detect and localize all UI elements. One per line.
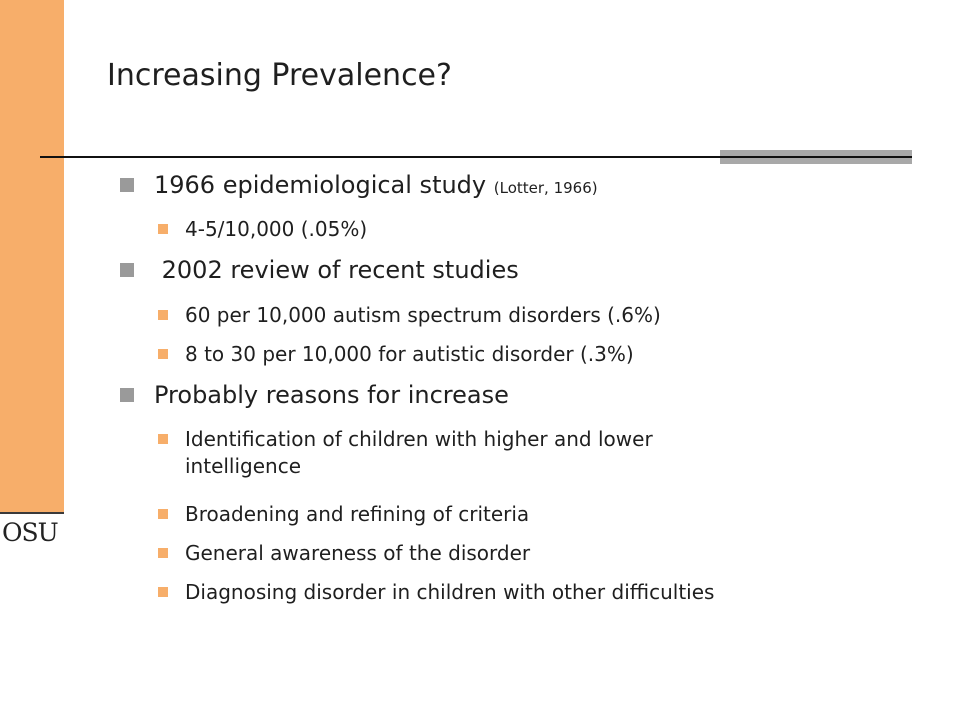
sub-bullet-square-icon — [158, 509, 168, 519]
bullet-text: 1966 epidemiological study (Lotter, 1966… — [154, 171, 598, 199]
bullet-text: 2002 review of recent studies — [154, 256, 519, 284]
sub-bullet-square-icon — [158, 587, 168, 597]
osu-logo: OSU — [2, 518, 59, 547]
bullet-square-icon — [120, 178, 134, 192]
left-accent-bar — [0, 0, 64, 512]
title-divider — [40, 156, 912, 158]
sub-bullet-text: 8 to 30 per 10,000 for autistic disorder… — [185, 342, 634, 366]
sub-bullet-square-icon — [158, 349, 168, 359]
sub-bullet-text: 60 per 10,000 autism spectrum disorders … — [185, 303, 661, 327]
sub-bullet-square-icon — [158, 310, 168, 320]
sub-bullet-square-icon — [158, 434, 168, 444]
sub-bullet-text: General awareness of the disorder — [185, 541, 531, 565]
sub-bullet-text: Identification of children with higher a… — [185, 427, 653, 478]
sub-bullet-text: Broadening and refining of criteria — [185, 502, 530, 526]
sub-bullet-text: Diagnosing disorder in children with oth… — [185, 580, 715, 604]
sub-bullet-text: 4-5/10,000 (.05%) — [185, 217, 368, 241]
bullet-text: Probably reasons for increase — [154, 381, 509, 409]
sub-bullet-square-icon — [158, 224, 168, 234]
bullet-square-icon — [120, 263, 134, 277]
citation: (Lotter, 1966) — [493, 179, 598, 197]
bullet-square-icon — [120, 388, 134, 402]
slide-title: Increasing Prevalence? — [107, 58, 452, 93]
title-divider-accent — [720, 150, 912, 164]
sub-bullet-square-icon — [158, 548, 168, 558]
logo-divider — [0, 512, 64, 514]
